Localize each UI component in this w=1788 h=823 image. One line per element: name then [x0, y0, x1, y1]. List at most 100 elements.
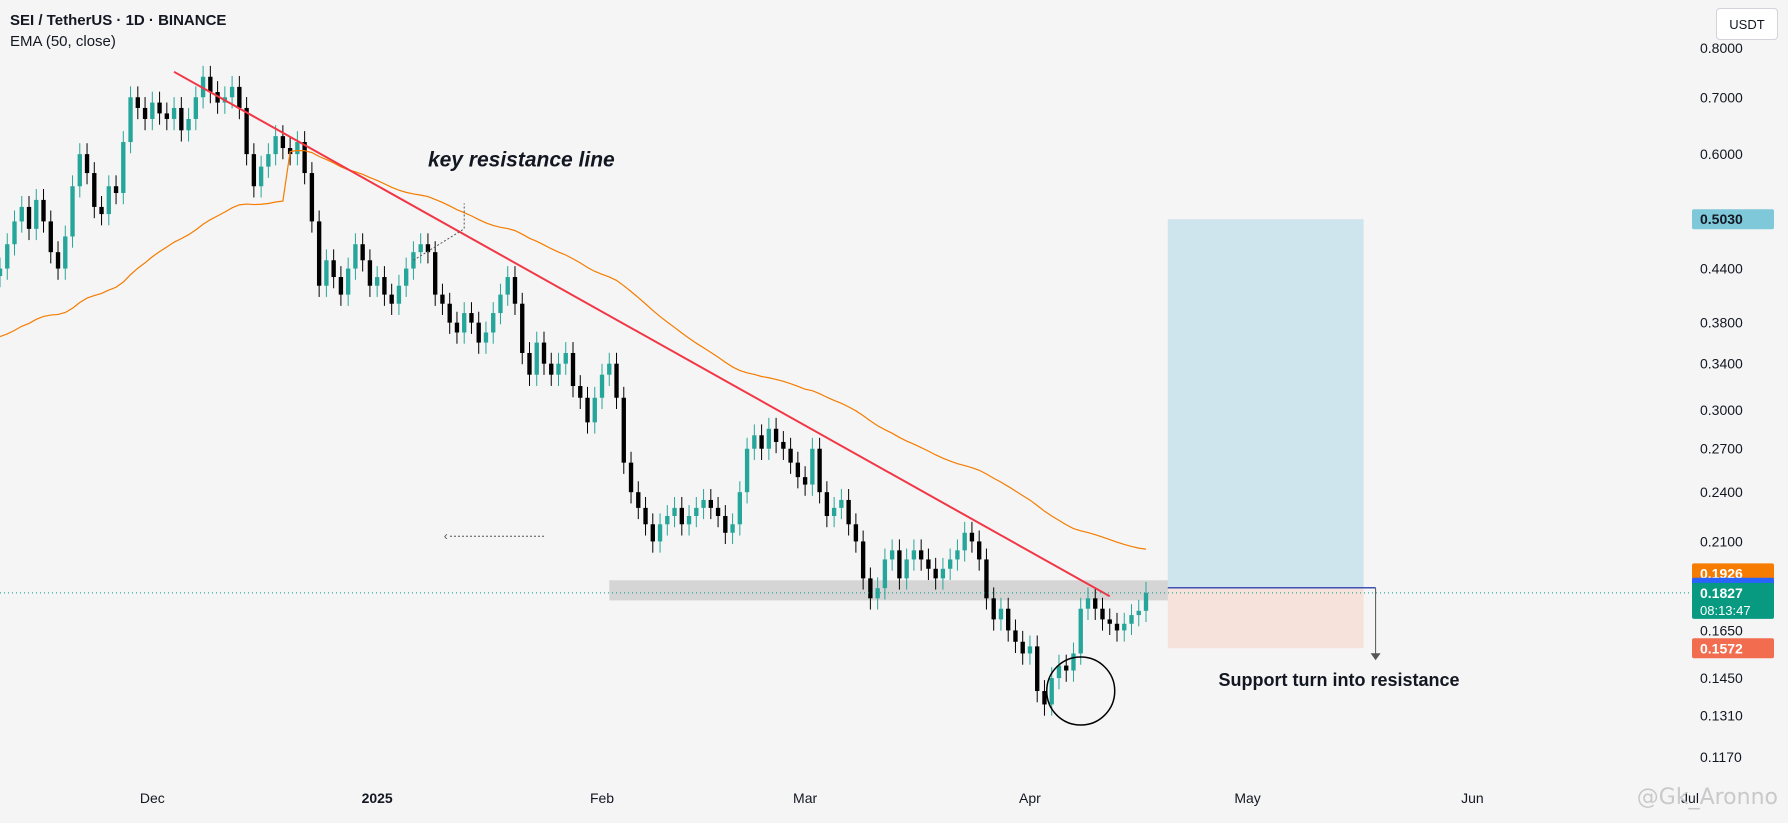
candle-body	[897, 550, 902, 579]
candle-body	[1078, 608, 1083, 654]
y-tick-label: 0.1170	[1700, 749, 1742, 765]
candle-body	[824, 492, 830, 516]
candle-body	[918, 550, 924, 560]
candle-body	[186, 118, 191, 131]
candle-body	[998, 608, 1004, 620]
candle-body	[367, 260, 373, 286]
candle-body	[411, 252, 416, 269]
candle-body	[766, 428, 772, 449]
annotation-support-turn: Support turn into resistance	[1219, 670, 1460, 690]
y-tick-label: 0.3400	[1700, 356, 1743, 372]
candle-body	[324, 260, 329, 286]
chart-header: SEI / TetherUS · 1D · BINANCE EMA (50, c…	[10, 10, 226, 52]
candle-body	[773, 428, 779, 442]
candle-body	[164, 113, 169, 119]
candle-body	[295, 142, 300, 155]
candle-body	[933, 568, 938, 579]
candle-body	[889, 550, 895, 560]
candle-body	[984, 559, 989, 599]
symbol-title: SEI / TetherUS · 1D · BINANCE	[10, 12, 227, 29]
candle-body	[433, 252, 438, 295]
candle-body	[585, 397, 590, 423]
candle-body	[759, 435, 764, 449]
y-tick-label: 0.3000	[1700, 402, 1743, 418]
candle-body	[860, 541, 866, 579]
candle-body	[708, 499, 713, 508]
price-axis	[1690, 0, 1788, 818]
currency-selector[interactable]: USDT	[1716, 8, 1778, 40]
candle-body	[962, 532, 967, 551]
y-tick-label: 0.8000	[1700, 40, 1743, 56]
candle-body	[440, 294, 445, 304]
candle-body	[853, 524, 859, 542]
candle-body	[1006, 608, 1011, 631]
candle-body	[150, 102, 155, 119]
price-label-box	[1692, 582, 1774, 619]
price-label-text: 0.5030	[1700, 211, 1743, 227]
candle-body	[817, 448, 822, 493]
candle-body	[839, 499, 844, 508]
candle-body	[1085, 598, 1091, 609]
drop-arrow-head	[1370, 653, 1381, 661]
candle-body	[549, 363, 554, 375]
x-tick-label: Dec	[140, 790, 165, 806]
x-tick-label: 2025	[362, 790, 393, 806]
candle-body	[157, 102, 162, 114]
candle-body	[128, 97, 133, 143]
candle-body	[730, 524, 735, 533]
candle-body	[63, 236, 68, 269]
price-label-box	[1692, 209, 1774, 230]
candle-body	[280, 136, 286, 149]
candle-body	[121, 142, 126, 194]
x-tick-label: Jul	[1681, 790, 1699, 806]
candle-body	[621, 397, 626, 463]
candle-body	[345, 268, 351, 295]
y-tick-label: 0.2700	[1700, 441, 1743, 457]
candle-body	[309, 173, 315, 222]
candle-body	[237, 86, 242, 108]
candle-body	[77, 154, 82, 187]
candle-body	[882, 559, 888, 589]
resistance-trendline	[173, 70, 1111, 598]
candle-body	[643, 507, 648, 525]
candle-body	[512, 277, 518, 304]
candle-body	[578, 386, 583, 398]
candle-body	[316, 221, 322, 286]
candle-body	[266, 154, 271, 167]
candle-body	[788, 448, 793, 463]
candle-body	[947, 559, 953, 569]
y-tick-label: 0.6000	[1700, 146, 1743, 162]
candle-body	[752, 435, 757, 449]
arrow-head: ‹	[444, 529, 448, 543]
candle-body	[1143, 592, 1149, 611]
candle-body	[846, 499, 851, 525]
candle-body	[628, 462, 634, 493]
candle-body	[541, 342, 547, 364]
candle-body	[389, 294, 394, 304]
candle-body	[701, 499, 706, 508]
candle-body	[810, 448, 815, 485]
candle-body	[5, 244, 10, 269]
y-tick-label: 0.2100	[1700, 533, 1743, 549]
candle-body	[92, 173, 97, 207]
candle-body	[926, 559, 931, 569]
candle-body	[1071, 653, 1076, 671]
candle-body	[55, 252, 61, 269]
candle-body	[679, 507, 684, 525]
candle-body	[802, 477, 808, 485]
candle-body	[1136, 610, 1141, 616]
candle-body	[614, 363, 619, 398]
candle-body	[955, 550, 960, 560]
candle-body	[868, 578, 873, 599]
y-tick-label: 0.7000	[1700, 89, 1743, 105]
candle-body	[374, 277, 380, 286]
candle-body	[338, 277, 344, 295]
candle-body	[795, 462, 801, 478]
y-tick-label: 0.3800	[1700, 315, 1743, 331]
dotted-pointer	[413, 203, 465, 261]
candle-body	[251, 154, 257, 187]
candle-body	[715, 507, 721, 516]
candle-body	[650, 524, 655, 542]
